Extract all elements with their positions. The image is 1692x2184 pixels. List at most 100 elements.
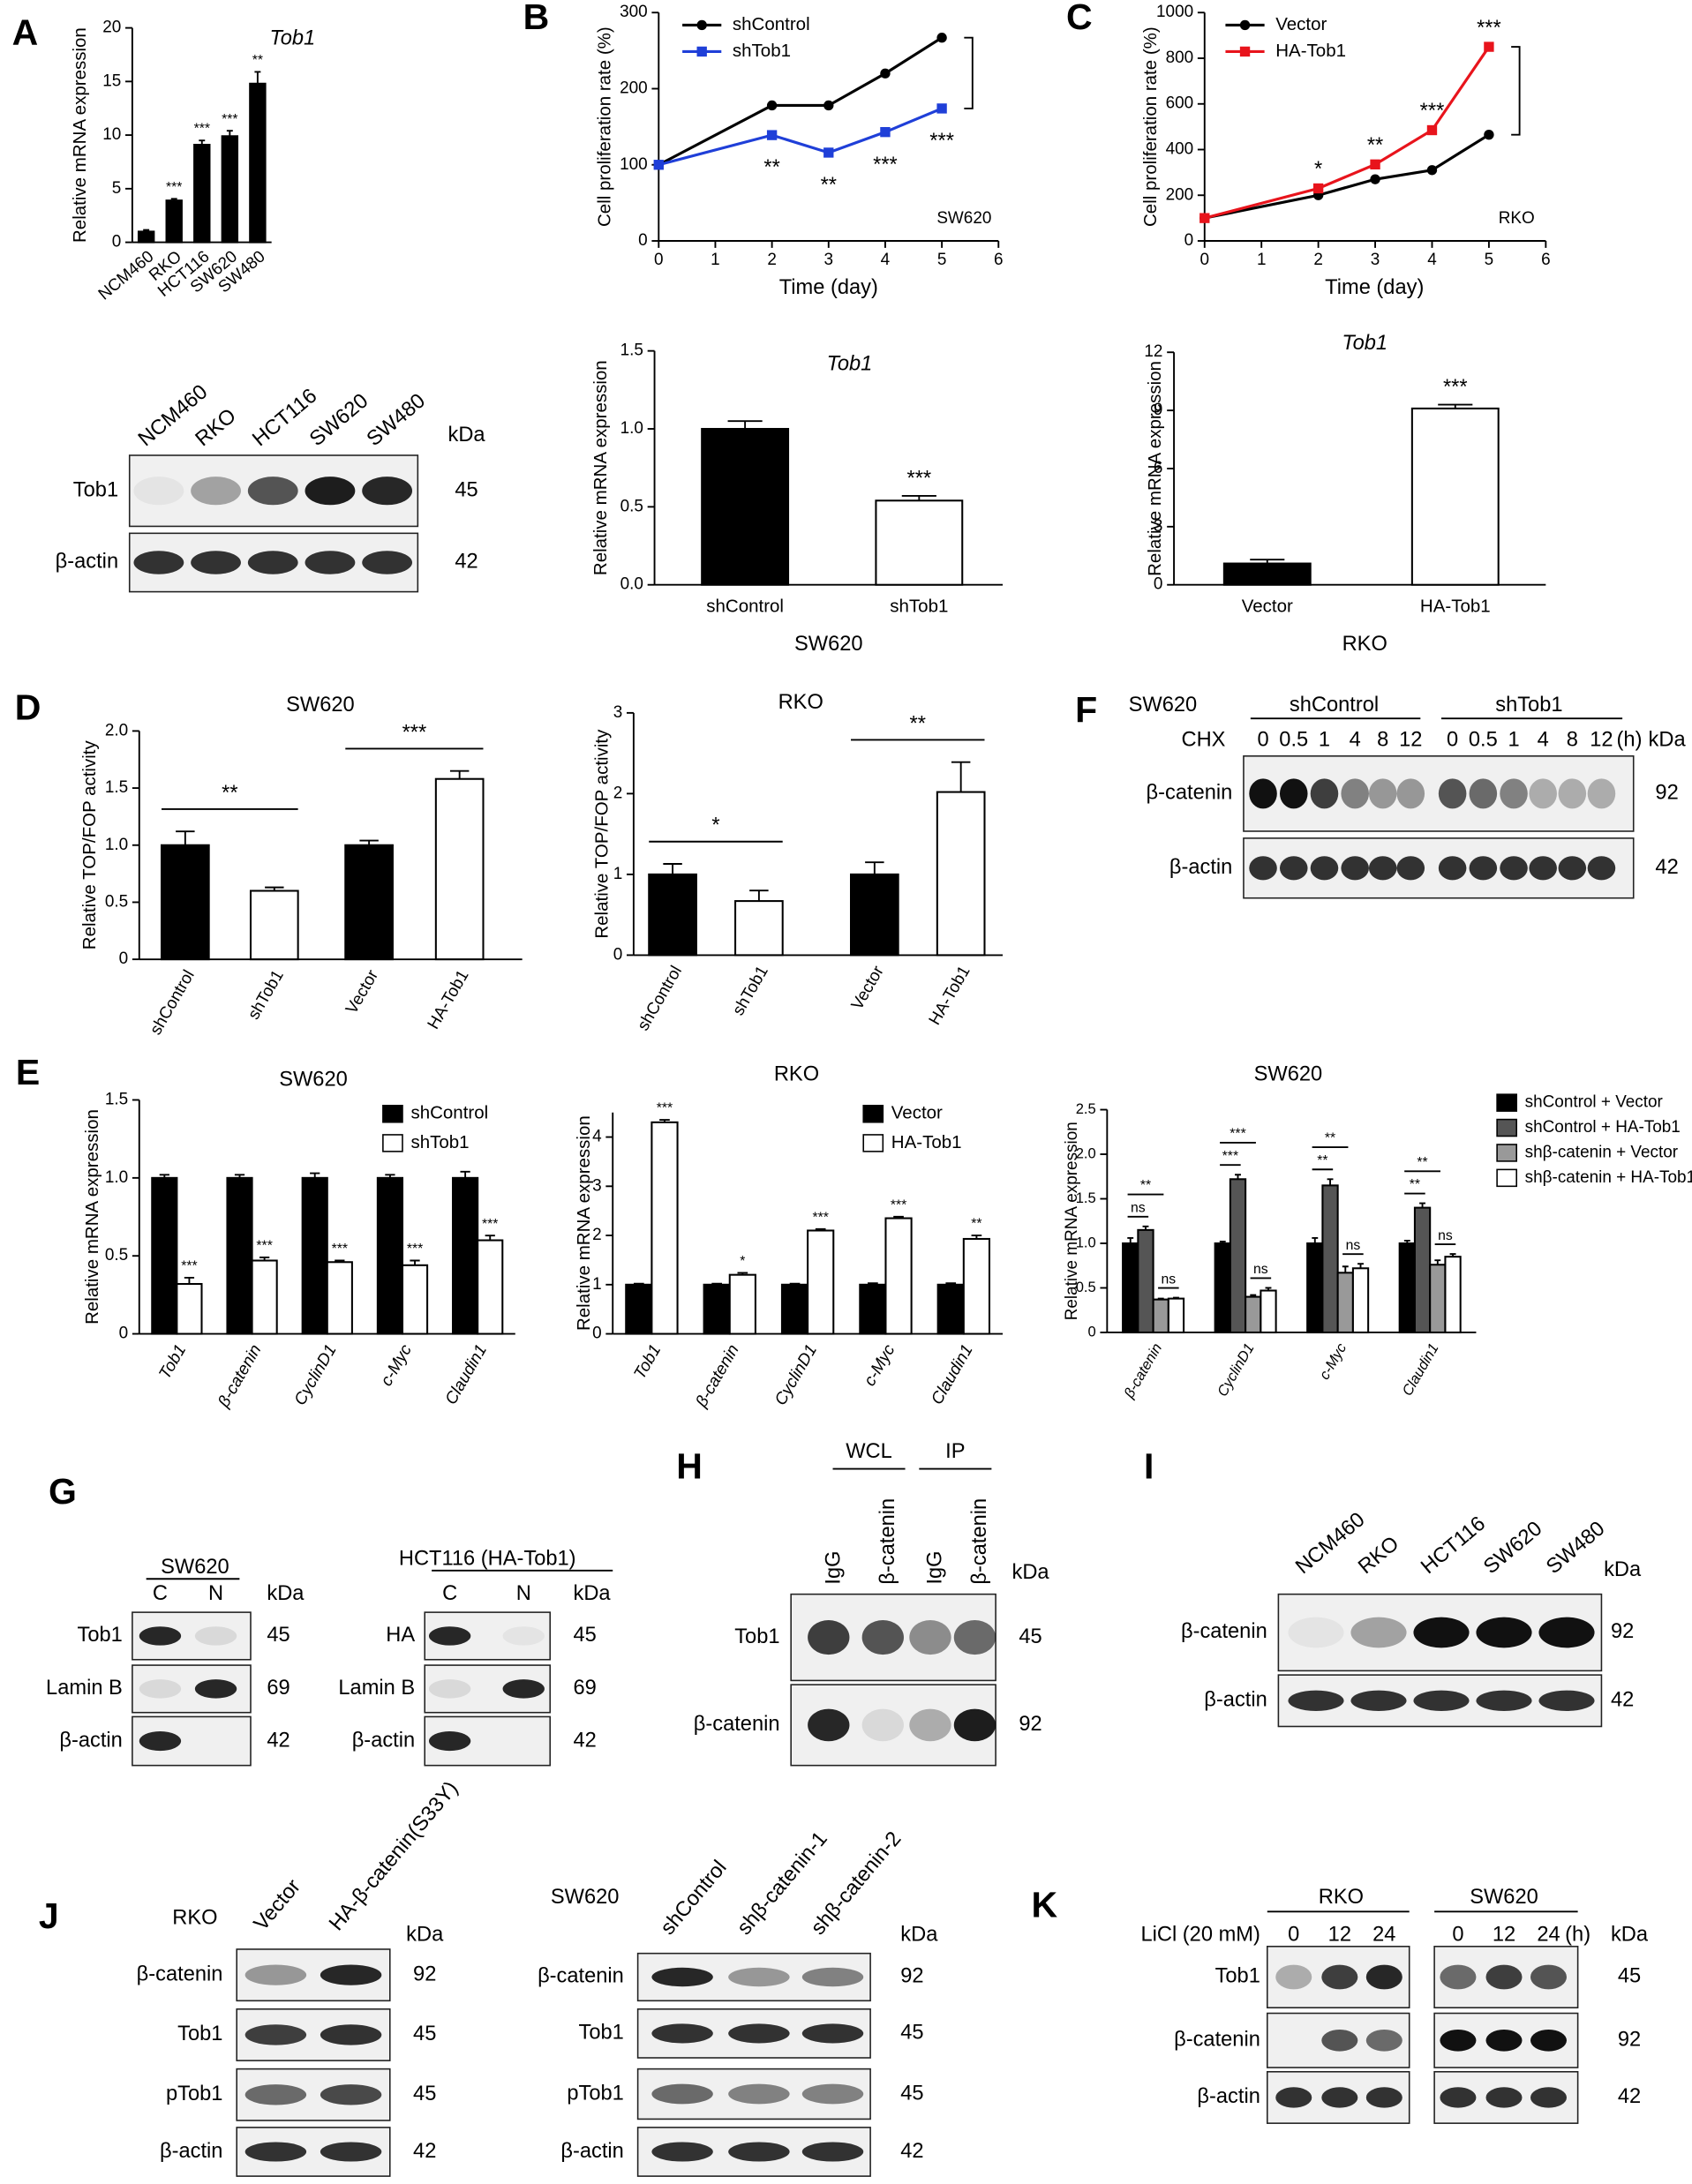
x-tick-label: NCM460 xyxy=(95,247,158,304)
y-tick-label: 1.5 xyxy=(620,341,643,360)
band xyxy=(1321,2087,1358,2108)
y-axis-label: Relative mRNA expression xyxy=(574,1115,594,1331)
band xyxy=(651,1967,713,1987)
bar xyxy=(648,873,697,957)
band xyxy=(1500,778,1528,809)
y-axis-label: Relative mRNA expression xyxy=(1145,361,1165,576)
lane-label: 24 xyxy=(1372,1923,1395,1946)
molecular-weight: 42 xyxy=(1611,1689,1634,1712)
y-tick-label: 0 xyxy=(638,231,648,250)
x-tick-label: 0 xyxy=(654,251,664,269)
point xyxy=(1199,213,1210,223)
significance-label: *** xyxy=(929,130,954,153)
molecular-weight: 45 xyxy=(900,2022,923,2045)
group-label: WCL xyxy=(846,1440,892,1463)
bar xyxy=(1444,1256,1462,1334)
lane-label: 0 xyxy=(1257,729,1268,752)
lane-label: 0.5 xyxy=(1469,729,1498,752)
y-axis-label: Relative TOP/FOP activity xyxy=(79,740,100,950)
legend-swatch xyxy=(1496,1093,1517,1112)
chart-note: SW620 xyxy=(936,209,991,228)
error-bar xyxy=(1327,1178,1334,1186)
molecular-weight: 45 xyxy=(455,478,478,501)
band xyxy=(1438,778,1467,809)
band xyxy=(1368,856,1397,881)
point xyxy=(1484,130,1494,140)
y-tick-label: 0 xyxy=(119,949,129,968)
molecular-weight: 45 xyxy=(267,1624,290,1647)
y-tick-label: 1.5 xyxy=(1076,1190,1096,1206)
x-tick-label: shTob1 xyxy=(890,596,948,616)
blot-row-label: β-catenin xyxy=(1181,1620,1267,1643)
molecular-weight: 45 xyxy=(413,2083,436,2105)
band xyxy=(1365,2087,1402,2108)
x-tick-label: 2 xyxy=(1313,251,1323,269)
lane-label: 1 xyxy=(1319,729,1330,752)
lane-label: Vector xyxy=(250,1875,305,1935)
lane-label: 24 xyxy=(1537,1923,1560,1946)
y-axis-label: Relative mRNA expression xyxy=(82,1109,102,1325)
time-unit-label: (h) xyxy=(1617,729,1643,752)
bar xyxy=(1245,1295,1262,1334)
bar xyxy=(1351,1267,1370,1334)
bar xyxy=(734,900,784,957)
y-tick-label: 4 xyxy=(592,1128,602,1146)
band xyxy=(909,1619,951,1655)
significance-label: ns xyxy=(1253,1262,1268,1277)
band xyxy=(1440,1964,1477,1990)
lane-label: NCM460 xyxy=(1291,1508,1369,1579)
y-tick-label: 1 xyxy=(613,865,623,883)
y-tick-label: 0 xyxy=(613,945,623,964)
y-tick-label: 100 xyxy=(620,155,648,174)
band xyxy=(1249,856,1277,881)
legend-swatch xyxy=(862,1134,884,1152)
bar xyxy=(434,777,485,961)
cell-line-label: SW620 xyxy=(1129,694,1198,717)
significance-label: ns xyxy=(1346,1238,1361,1253)
y-tick-label: 1.5 xyxy=(105,1090,128,1108)
band xyxy=(1249,778,1277,809)
x-tick-label: c-Myc xyxy=(861,1341,899,1390)
bar xyxy=(1321,1184,1339,1334)
bar xyxy=(1229,1178,1247,1334)
y-tick-label: 0.0 xyxy=(620,575,643,594)
band xyxy=(1469,856,1498,881)
y-tick-label: 300 xyxy=(620,3,648,21)
treatment-label: LiCl (20 mM) xyxy=(1140,1923,1260,1946)
x-tick-label: Claudin1 xyxy=(1399,1340,1442,1399)
y-tick-label: 3 xyxy=(1154,517,1163,536)
band xyxy=(1350,1617,1407,1648)
y-tick-label: 3 xyxy=(592,1176,602,1195)
blot-row-label: Tob1 xyxy=(734,1625,779,1648)
legend-label: Vector xyxy=(891,1103,943,1123)
y-tick-label: 0.5 xyxy=(105,892,128,911)
band xyxy=(1469,778,1498,809)
molecular-weight: 42 xyxy=(1618,2085,1641,2108)
band xyxy=(1438,856,1467,881)
bar xyxy=(452,1176,479,1335)
lane-label: IgG xyxy=(822,1550,845,1584)
lane-label: β-catenin xyxy=(876,1498,899,1585)
unit-label: kDa xyxy=(1611,1923,1649,1946)
band xyxy=(1538,1690,1595,1711)
significance-label: ** xyxy=(971,1217,981,1232)
significance-label: ** xyxy=(1410,1177,1420,1192)
band xyxy=(1485,2029,1523,2052)
y-tick-label: 20 xyxy=(102,19,121,37)
bar xyxy=(165,199,183,244)
blot-row-label: β-actin xyxy=(560,2140,623,2163)
point xyxy=(1426,124,1438,136)
x-tick-label: β-catenin xyxy=(214,1341,266,1411)
y-tick-label: 1.0 xyxy=(105,1168,128,1187)
bar xyxy=(701,427,790,586)
band xyxy=(139,1679,182,1699)
x-tick-label: shControl xyxy=(147,967,199,1039)
group-label: SW620 xyxy=(1470,1886,1538,1909)
blot-row-label: β-actin xyxy=(160,2140,222,2163)
y-tick-label: 200 xyxy=(620,79,648,98)
group-label: shTob1 xyxy=(1495,694,1562,717)
x-tick-label: Tob1 xyxy=(155,1341,190,1382)
cell-line-label: RKO xyxy=(172,1906,217,1929)
panel-letter: B xyxy=(523,0,550,37)
